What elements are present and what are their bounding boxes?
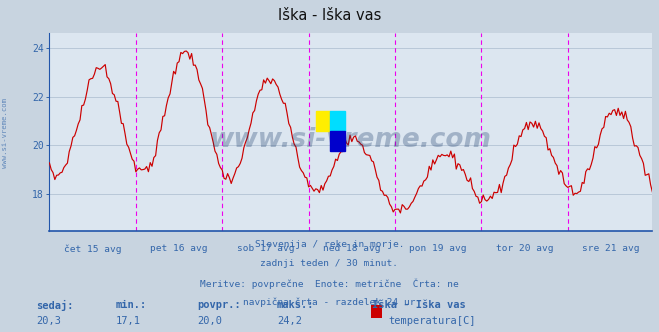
Text: 20,0: 20,0 (198, 316, 223, 326)
Text: www.si-vreme.com: www.si-vreme.com (210, 127, 492, 153)
Text: sre 21 avg: sre 21 avg (583, 244, 640, 253)
Text: min.:: min.: (115, 300, 146, 310)
Text: 20,3: 20,3 (36, 316, 61, 326)
Text: Iška - Iška vas: Iška - Iška vas (278, 8, 381, 23)
Bar (330, 131, 345, 151)
Bar (316, 111, 330, 131)
Text: tor 20 avg: tor 20 avg (496, 244, 554, 253)
Text: zadnji teden / 30 minut.: zadnji teden / 30 minut. (260, 259, 399, 268)
Text: sob 17 avg: sob 17 avg (237, 244, 294, 253)
Text: pon 19 avg: pon 19 avg (409, 244, 467, 253)
Text: www.si-vreme.com: www.si-vreme.com (2, 98, 9, 168)
Text: navpična črta - razdelek 24 ur: navpična črta - razdelek 24 ur (243, 297, 416, 307)
Text: maks.:: maks.: (277, 300, 314, 310)
Text: 24,2: 24,2 (277, 316, 302, 326)
Text: Iška - Iška vas: Iška - Iška vas (372, 300, 466, 310)
Bar (330, 111, 345, 131)
Text: pet 16 avg: pet 16 avg (150, 244, 208, 253)
Text: Slovenija / reke in morje.: Slovenija / reke in morje. (255, 240, 404, 249)
Text: čet 15 avg: čet 15 avg (64, 244, 121, 254)
Text: povpr.:: povpr.: (198, 300, 241, 310)
Text: sedaj:: sedaj: (36, 300, 74, 311)
Text: 17,1: 17,1 (115, 316, 140, 326)
Text: Meritve: povprečne  Enote: metrične  Črta: ne: Meritve: povprečne Enote: metrične Črta:… (200, 278, 459, 289)
Text: ned 18 avg: ned 18 avg (323, 244, 380, 253)
Text: temperatura[C]: temperatura[C] (389, 316, 476, 326)
